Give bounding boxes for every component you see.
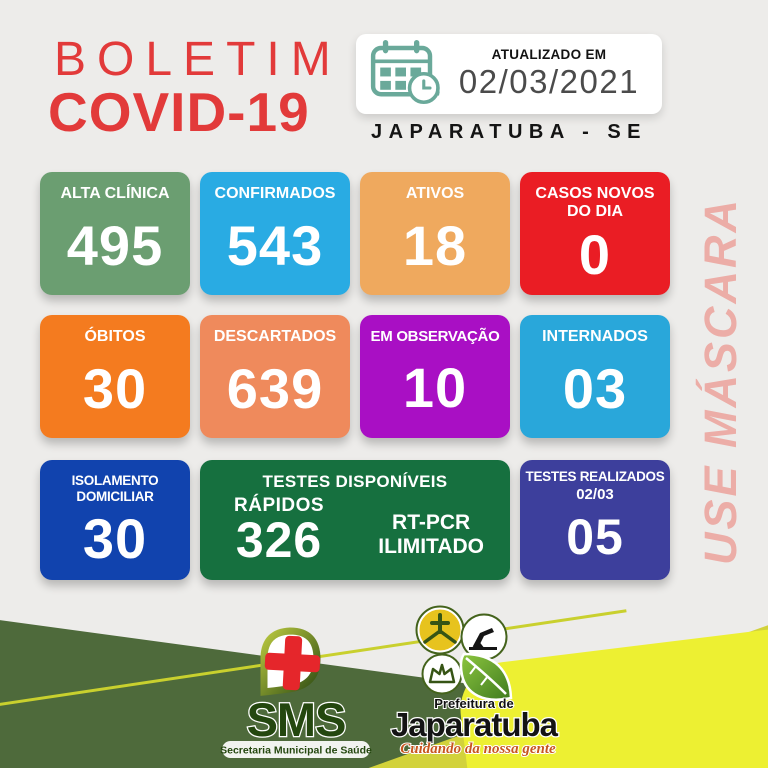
stat-label: TESTES REALIZADOS [525,469,665,484]
stat-value: 0 [578,222,612,286]
stat-label: TESTES DISPONÍVEIS [262,472,448,491]
stat-value: 10 [402,356,468,420]
rapid-tests-label: RÁPIDOS [234,495,325,517]
stat-label: ISOLAMENTO DOMICILIAR [71,473,159,504]
pcr-tests-value: ILIMITADO [378,535,484,558]
calendar-clock-icon [366,37,446,112]
stat-card-casos-novos: CASOS NOVOS DO DIA 0 [520,172,670,295]
stat-value: 30 [82,356,148,420]
prefeitura-line2: Japaratuba [391,706,559,743]
stat-label: DESCARTADOS [213,328,337,345]
sms-acronym: SMS [247,693,346,746]
stat-card-confirmados: CONFIRMADOS 543 [200,172,350,295]
page-title-line2: COVID-19 [48,81,310,143]
stat-card-alta-clinica: ALTA CLÍNICA 495 [40,172,190,295]
rapid-tests-value: 326 [235,512,323,569]
stat-card-internados: INTERNADOS 03 [520,315,670,438]
rapid-tests-block: RÁPIDOS 326 [234,495,324,565]
stat-label: CONFIRMADOS [214,185,336,202]
page-title-line1: BOLETIM [54,33,342,86]
prefeitura-line1: Prefeitura de [434,696,513,711]
prefeitura-slogan: Cuidando da nossa gente [400,741,556,757]
updated-date-block: ATUALIZADO EM 02/03/2021 [446,47,662,101]
stat-card-em-observacao: EM OBSERVAÇÃO 10 [360,315,510,438]
updated-date-card: ATUALIZADO EM 02/03/2021 [356,34,662,114]
pcr-tests-label: RT-PCR [392,510,471,534]
stat-label: ALTA CLÍNICA [60,185,170,202]
stat-value: 03 [562,356,628,420]
stat-card-ativos: ATIVOS 18 [360,172,510,295]
stat-value: 30 [82,506,148,570]
stat-value: 495 [66,213,164,277]
stat-card-testes-realizados: TESTES REALIZADOS 02/03 05 [520,460,670,580]
updated-date-value: 02/03/2021 [458,63,640,100]
stat-card-isolamento: ISOLAMENTO DOMICILIAR 30 [40,460,190,580]
stat-card-descartados: DESCARTADOS 639 [200,315,350,438]
location-title: JAPARATUBA - SE [370,121,648,143]
tests-body: RÁPIDOS 326 RT-PCR ILIMITADO [200,492,510,580]
prefeitura-japaratuba-logo: Prefeitura de Japaratuba Cuidando da nos… [378,602,568,762]
stat-label: INTERNADOS [542,328,648,345]
city-crest-clover-icon [415,605,513,701]
stat-sublabel: 02/03 [576,485,614,503]
stat-label: EM OBSERVAÇÃO [370,328,500,345]
sms-logo: SMS Secretaria Municipal de Saúde [220,612,372,762]
stat-value: 543 [226,213,324,277]
stat-label: ATIVOS [405,185,465,202]
stat-card-obitos: ÓBITOS 30 [40,315,190,438]
stat-label: ÓBITOS [84,328,146,345]
use-mask-banner: USE MÁSCARA [695,196,746,566]
stat-label: CASOS NOVOS DO DIA [535,185,655,221]
stat-value: 05 [566,509,624,566]
health-pin-icon [260,627,321,696]
stat-card-testes-disponiveis: TESTES DISPONÍVEIS RÁPIDOS 326 RT-PCR IL… [200,460,510,580]
sms-subtitle: Secretaria Municipal de Saúde [220,745,372,757]
stat-value: 18 [402,213,468,277]
updated-label: ATUALIZADO EM [491,47,607,62]
medical-cross-icon [264,635,321,691]
pcr-tests-block: RT-PCR ILIMITADO [378,511,484,559]
stat-value: 639 [226,356,324,420]
